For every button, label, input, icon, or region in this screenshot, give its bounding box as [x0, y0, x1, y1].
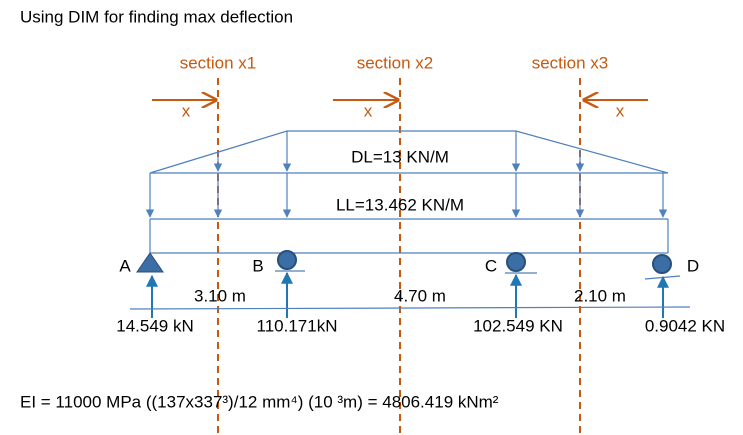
- section-label: section x3: [532, 53, 609, 72]
- ei-formula: EI = 11000 MPa ((137x337³)/12 mm⁴) (10 ³…: [20, 392, 499, 411]
- dimension-line: [129, 306, 691, 310]
- section-label: section x1: [180, 53, 257, 72]
- dl-label: DL=13 KN/M: [351, 147, 449, 166]
- reaction-label: 14.549 kN: [116, 316, 194, 335]
- pin-support: [136, 252, 164, 273]
- reaction-arrows: [146, 271, 669, 318]
- support-label: B: [252, 256, 263, 275]
- ll-label: LL=13.462 KN/M: [336, 195, 464, 214]
- x-label: x: [616, 101, 625, 120]
- title: Using DIM for finding max deflection: [20, 7, 293, 26]
- reaction-label: 110.171kN: [257, 316, 338, 335]
- x-label: x: [364, 101, 373, 120]
- dl-arrows: [213, 131, 585, 172]
- span-label: 3.10 m: [194, 286, 246, 305]
- reaction-label: 102.549 KN: [473, 316, 563, 335]
- support-label: A: [119, 256, 131, 275]
- ll-arrows: [145, 173, 668, 218]
- roller-support: [652, 254, 672, 274]
- support-label: C: [485, 256, 497, 275]
- span-label: 4.70 m: [394, 286, 446, 305]
- span-label: 2.10 m: [574, 286, 626, 305]
- x-label: x: [182, 101, 191, 120]
- reaction-label: 0.9042 KN: [645, 316, 725, 335]
- support-label: D: [687, 256, 699, 275]
- roller-support: [506, 252, 526, 272]
- roller-support: [277, 250, 297, 270]
- section-label: section x2: [357, 53, 434, 72]
